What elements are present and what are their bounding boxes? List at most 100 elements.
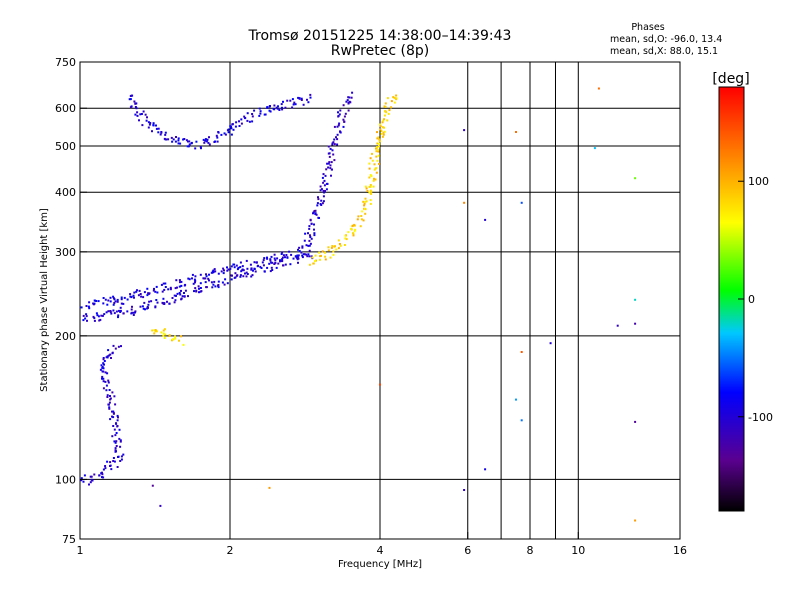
echo-point — [241, 265, 244, 268]
echo-point — [350, 96, 353, 99]
echo-point — [155, 285, 158, 288]
echo-point — [262, 264, 265, 267]
echo-point — [147, 126, 150, 129]
echo-point — [93, 317, 96, 320]
echo-point — [364, 208, 367, 211]
echo-point — [376, 159, 379, 162]
echo-point — [175, 279, 178, 282]
echo-point — [147, 121, 150, 124]
echo-point — [269, 110, 272, 113]
echo-point — [179, 293, 182, 296]
echo-point — [101, 473, 104, 476]
echo-point — [157, 131, 160, 134]
echo-point — [337, 239, 340, 242]
echo-point — [108, 389, 111, 391]
echo-point — [199, 146, 202, 148]
echo-point — [152, 122, 155, 125]
echo-point — [393, 101, 396, 104]
echo-point — [178, 291, 181, 294]
echo-point — [383, 114, 386, 117]
echo-point — [111, 391, 114, 394]
echo-point — [116, 414, 119, 417]
echo-point — [220, 133, 223, 136]
echo-point — [220, 270, 223, 273]
echo-point — [214, 285, 217, 288]
echo-point — [387, 112, 390, 115]
echo-point — [305, 244, 308, 247]
echo-point — [109, 353, 112, 356]
echo-point — [313, 232, 316, 235]
echo-point — [376, 131, 378, 134]
echo-point — [148, 300, 151, 303]
echo-point — [106, 372, 109, 375]
echo-point — [284, 256, 286, 259]
echo-point — [80, 306, 83, 309]
echo-point — [195, 140, 198, 143]
echo-point — [319, 255, 322, 258]
echo-point — [324, 190, 326, 192]
echo-point — [107, 381, 110, 384]
echo-point — [239, 261, 242, 264]
echo-point — [116, 419, 119, 422]
echo-point — [143, 301, 146, 304]
echo-point — [379, 123, 382, 126]
echo-point — [342, 118, 345, 121]
echo-point — [376, 146, 378, 149]
echo-point — [291, 98, 294, 101]
echo-point — [312, 211, 315, 214]
colorbar-tick-label: -100 — [748, 411, 773, 424]
echo-point — [211, 286, 214, 289]
echo-point — [235, 121, 238, 124]
echo-point — [109, 397, 112, 400]
echo-point — [297, 254, 300, 257]
echo-point — [210, 281, 213, 284]
echo-point — [162, 297, 165, 300]
echo-point — [365, 200, 368, 203]
echo-point — [92, 315, 95, 318]
echo-point — [151, 329, 154, 332]
echo-point — [370, 192, 372, 195]
echo-point — [136, 289, 138, 292]
echo-point — [91, 479, 94, 482]
echo-point — [284, 106, 287, 109]
echo-point — [147, 303, 150, 306]
echo-point — [202, 277, 205, 280]
echo-point — [369, 174, 372, 176]
echo-point — [88, 301, 91, 304]
echo-point — [223, 269, 225, 272]
y-tick-label: 600 — [55, 102, 76, 115]
echo-point — [484, 218, 487, 221]
echo-point — [316, 204, 319, 207]
echo-point — [114, 441, 117, 444]
echo-point — [143, 291, 146, 294]
echo-point — [168, 302, 171, 305]
echo-point — [378, 138, 381, 141]
echo-point — [549, 342, 552, 345]
echo-point — [319, 189, 322, 192]
echo-point — [188, 143, 191, 146]
echo-point — [336, 133, 339, 136]
echo-point — [364, 197, 367, 200]
echo-point — [235, 264, 238, 267]
echo-point — [128, 98, 131, 101]
echo-point — [136, 114, 139, 117]
echo-point — [179, 281, 181, 284]
echo-point — [347, 109, 350, 112]
echo-point — [109, 300, 112, 303]
echo-point — [347, 231, 350, 234]
echo-point — [634, 519, 637, 522]
echo-point — [360, 215, 363, 217]
echo-point — [96, 314, 99, 317]
echo-point — [104, 371, 107, 374]
echo-point — [114, 300, 117, 303]
x-tick-label: 4 — [377, 544, 384, 557]
echo-point — [258, 107, 261, 110]
echo-point — [273, 253, 276, 256]
echo-point — [112, 309, 115, 312]
echo-point — [107, 310, 110, 313]
echo-point — [378, 142, 381, 145]
echo-point — [309, 234, 311, 237]
echo-point — [323, 191, 326, 194]
echo-point — [382, 131, 385, 134]
echo-point — [136, 111, 139, 114]
